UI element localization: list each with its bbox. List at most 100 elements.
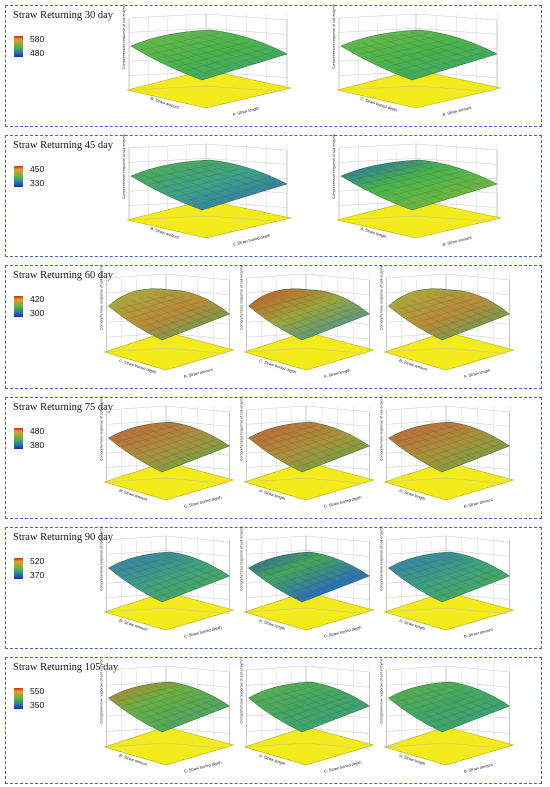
response-surface-plot: Comprehensive response of soil enzymeB: …: [100, 659, 235, 774]
day-panel: Straw Returning 105 day 550 350 Comprehensi…: [5, 657, 542, 784]
color-scale-bar: [14, 428, 23, 449]
response-surface-plot: Comprehensive response of soil enzymeA: …: [240, 526, 375, 639]
response-surface-plot: Comprehensive response of soil enzymeA: …: [332, 134, 502, 247]
surface-mesh: [395, 553, 503, 599]
response-surface-plot: Comprehensive response of soil enzymeB: …: [380, 265, 515, 379]
color-scale-min: 300: [30, 308, 45, 318]
day-panel: Straw Returning 60 day 420 300 Comprehensiv…: [5, 265, 542, 389]
color-scale-max: 550: [30, 686, 45, 696]
z-axis-label: Comprehensive response of soil enzyme: [100, 659, 104, 724]
z-axis-label: Comprehensive response of soil enzyme: [240, 659, 244, 724]
y-axis-label: C: Straw buried depth: [323, 625, 362, 639]
plots-area: Comprehensive response of soil enzyme B: …: [122, 134, 502, 247]
z-axis-label: Comprehensive response of soil enzyme: [100, 396, 104, 461]
z-axis-label: Comprehensive response of soil enzyme: [100, 265, 104, 330]
surface-mesh: [115, 291, 223, 337]
color-scale-min: 480: [30, 48, 45, 58]
panel-title: Straw Returning 30 day: [13, 10, 114, 21]
y-axis-label: C: Straw buried depth: [323, 760, 362, 774]
response-surface-plot: Comprehensive response of soil enzymeA: …: [240, 396, 375, 509]
response-surface-plot: Comprehensive response of soil enzymeA: …: [380, 396, 515, 509]
response-surface: [248, 421, 371, 473]
response-surface: [108, 681, 231, 733]
day-panel: Straw Returning 90 day 520 370 Comprehensiv…: [5, 526, 542, 649]
response-surface-plot: Comprehensive response of soil enzymeB: …: [100, 396, 235, 509]
response-surface: [248, 551, 371, 603]
surface-mesh: [255, 683, 363, 729]
base-contour-plane: [243, 331, 375, 371]
plots-area: Comprehensive response of soil enzymeC: …: [100, 265, 515, 379]
z-axis-label: Comprehensive response of soil enzyme: [240, 526, 244, 591]
y-axis-label: A: Straw length: [323, 367, 351, 378]
response-surface-plot: Comprehensive response of soil enzymeC: …: [240, 265, 375, 379]
plots-area: Comprehensive response of soil enzyme B: …: [100, 526, 515, 639]
color-scale-bar: [14, 558, 23, 579]
panel-title: Straw Returning 45 day: [13, 140, 114, 151]
base-contour-plane: [126, 69, 292, 109]
z-axis-label: Comprehensive response of soil enzyme: [100, 526, 104, 591]
base-contour-plane: [383, 591, 515, 631]
response-surface: [108, 421, 231, 473]
color-scale-bar: [14, 166, 23, 187]
response-surface: [388, 288, 510, 341]
color-scale-bar: [14, 688, 23, 709]
panel-title: Straw Returning 90 day: [13, 532, 114, 543]
y-axis-label: B: Straw amount: [463, 497, 494, 509]
y-axis-label: C: Straw buried depth: [323, 495, 362, 509]
response-surface: [388, 681, 511, 733]
response-surface-plot: Comprehensive response of soil enzymeB: …: [100, 526, 235, 639]
base-contour-plane: [103, 331, 235, 371]
y-axis-label: A: Straw length: [463, 367, 491, 378]
color-scale-min: 350: [30, 700, 45, 710]
base-contour-plane: [383, 461, 515, 501]
surface-mesh: [139, 161, 278, 207]
day-panel: Straw Returning 30 day 580 480 Comprehensiv…: [5, 4, 542, 127]
response-surface: [130, 159, 288, 211]
y-axis-label: B: Straw amount: [442, 235, 473, 247]
z-axis-label: Comprehensive response of soil enzyme: [380, 396, 384, 461]
surface-mesh: [115, 683, 223, 729]
response-surface-plot: Comprehensive response of soil enzymeC: …: [332, 4, 502, 117]
response-surface-plot: Comprehensive response of soil enzymeA: …: [380, 659, 515, 774]
response-surface-plot: Comprehensive response of soil enzymeA: …: [380, 526, 515, 639]
base-contour-plane: [243, 461, 375, 501]
y-axis-label: B: Straw amount: [463, 627, 494, 639]
response-surface-plot: Comprehensive response of soil enzymeA: …: [240, 659, 375, 774]
color-scale-min: 370: [30, 570, 45, 580]
surface-mesh: [395, 423, 503, 469]
surface-mesh: [115, 553, 223, 599]
base-contour-plane: [383, 726, 515, 766]
response-surface: [388, 551, 511, 603]
surface-mesh: [255, 291, 363, 337]
surface-mesh: [255, 423, 363, 469]
z-axis-label: Comprehensive response of soil enzyme: [380, 526, 384, 591]
response-surface-plot: Comprehensive response of soil enzymeC: …: [100, 265, 235, 379]
z-axis-label: Comprehensive response of soil enzyme: [122, 4, 126, 69]
y-axis-label: C: Straw buried depth: [183, 495, 222, 509]
response-surface: [130, 29, 288, 81]
base-contour-plane: [103, 591, 235, 631]
z-axis-label: Comprehensive response of soil enzyme: [240, 396, 244, 461]
base-contour-plane: [126, 199, 292, 239]
z-axis-label: Comprehensive response of soil enzyme: [332, 4, 336, 69]
base-contour-plane: [383, 331, 515, 371]
z-axis-label: Comprehensive response of soil enzyme: [122, 134, 126, 199]
surface-mesh: [139, 31, 278, 77]
response-surface: [248, 681, 371, 733]
color-scale-min: 330: [30, 178, 45, 188]
z-axis-label: Comprehensive response of soil enzyme: [380, 659, 384, 724]
color-scale-max: 420: [30, 294, 45, 304]
plots-area: Comprehensive response of soil enzyme B: …: [100, 659, 515, 774]
day-panel: Straw Returning 45 day 450 330 Comprehensiv…: [5, 134, 542, 257]
surface-mesh: [115, 423, 223, 469]
response-surface-plot: Comprehensive response of soil enzymeB: …: [122, 134, 292, 247]
response-surface: [248, 288, 370, 341]
day-panel: Straw Returning 75 day 480 380 Comprehensiv…: [5, 396, 542, 519]
y-axis-label: B: Straw amount: [442, 105, 473, 117]
surface-mesh: [255, 553, 363, 599]
panel-title: Straw Returning 75 day: [13, 402, 114, 413]
y-axis-label: A: Straw length: [232, 105, 260, 116]
response-surface: [108, 288, 230, 341]
color-scale-max: 520: [30, 556, 45, 566]
panel-title: Straw Returning 105 day: [13, 662, 119, 673]
